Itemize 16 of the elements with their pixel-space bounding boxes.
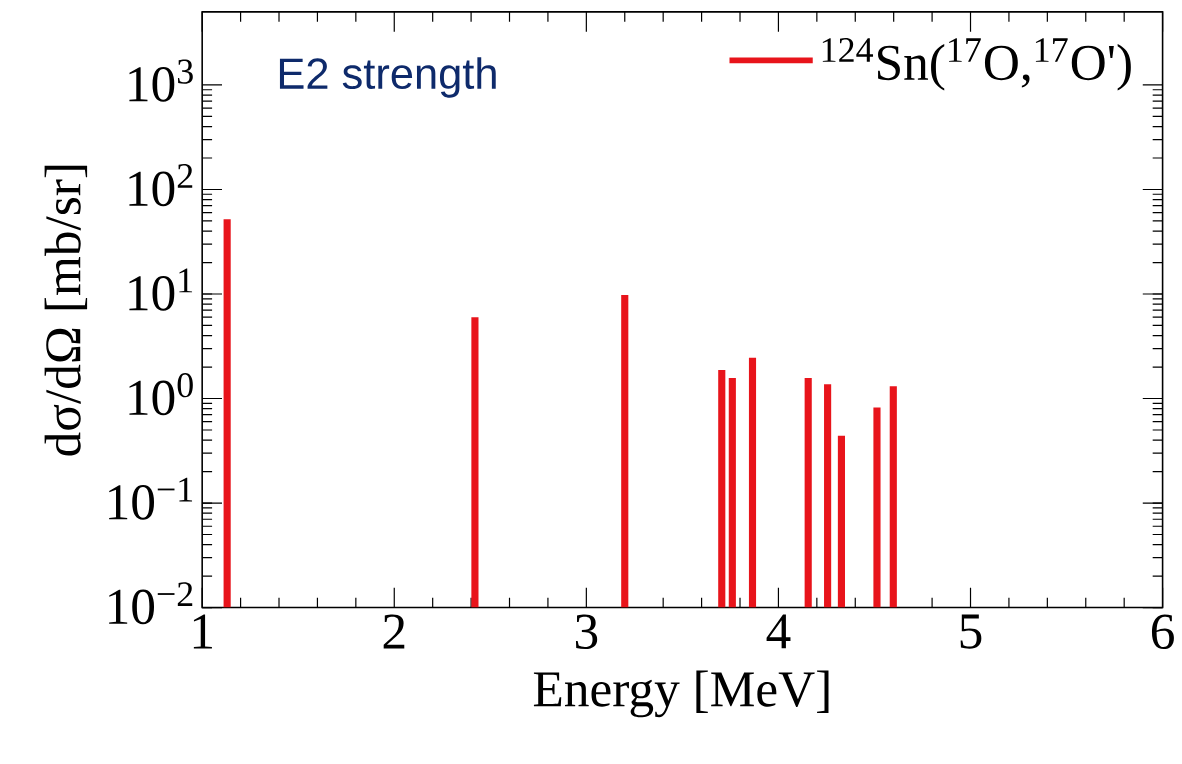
y-tick-label: 10$^{−1}$: [109, 477, 193, 520]
x-tick-label: 2: [383, 614, 405, 649]
x-tick-label: 3: [575, 614, 598, 649]
x-tick-label: 1: [193, 614, 212, 649]
y-tick-label: 10$^{0}$: [129, 372, 193, 416]
y-axis-title: dσ/dΩ [mb/sr]: [44, 165, 88, 456]
y-tick-label: 10$^{2}$: [129, 163, 193, 207]
x-tick-label: 4: [766, 614, 791, 649]
x-tick-label: 5: [960, 614, 982, 649]
y-tick-label: 10$^{3}$: [129, 59, 193, 102]
annotation: E2 strength: [279, 57, 496, 98]
y-tick-label: 10$^{−2}$: [109, 582, 193, 625]
y-tick-label: 10$^{1}$: [129, 268, 193, 311]
x-axis-title: Energy [MeV]: [533, 670, 829, 718]
legend-label: $^{124}$Sn($^{17}$O,$^{17}$O'): [822, 37, 1131, 91]
x-tick-label: 6: [1151, 614, 1174, 649]
